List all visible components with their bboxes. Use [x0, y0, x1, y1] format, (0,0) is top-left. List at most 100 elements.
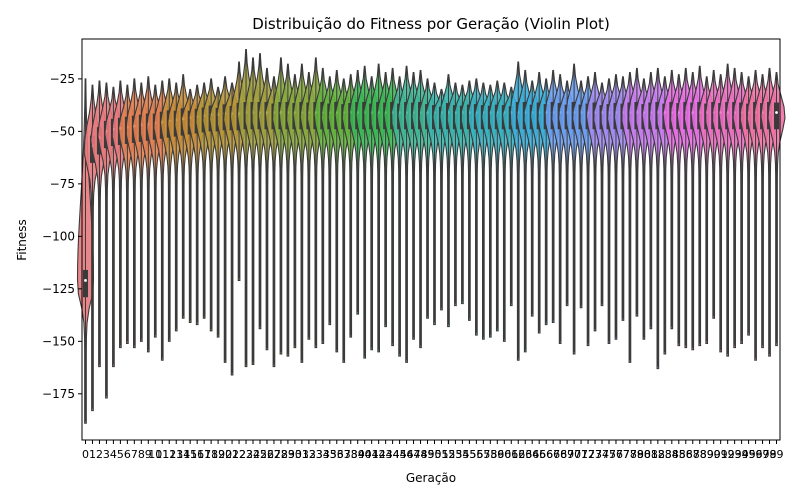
- x-tick-label: 69: [560, 448, 574, 461]
- x-tick-label: 43: [379, 448, 393, 461]
- x-tick-label: 93: [728, 448, 742, 461]
- x-tick-label: 56: [469, 448, 483, 461]
- x-tick-label: 4: [110, 448, 117, 461]
- x-tick-label: 60: [497, 448, 511, 461]
- x-tick-label: 55: [462, 448, 476, 461]
- x-tick-label: 36: [330, 448, 344, 461]
- x-tick-label: 2: [96, 448, 103, 461]
- x-tick-label: 37: [337, 448, 351, 461]
- x-tick-label: 22: [232, 448, 246, 461]
- x-tick-label: 21: [225, 448, 239, 461]
- x-tick-label: 6: [124, 448, 131, 461]
- x-tick-label: 19: [211, 448, 225, 461]
- x-tick-label: 13: [169, 448, 183, 461]
- x-tick-label: 38: [344, 448, 358, 461]
- x-axis-label: Geração: [406, 471, 456, 485]
- x-tick-label: 45: [393, 448, 407, 461]
- x-tick-label: 46: [400, 448, 414, 461]
- y-tick-label: −150: [42, 334, 75, 348]
- x-tick-label: 91: [714, 448, 728, 461]
- violin-box: [82, 269, 88, 298]
- x-tick-label: 53: [448, 448, 462, 461]
- x-tick-label: 3: [103, 448, 110, 461]
- x-tick-label: 64: [525, 448, 539, 461]
- x-tick-label: 65: [532, 448, 546, 461]
- x-tick-label: 85: [672, 448, 686, 461]
- x-tick-label: 51: [434, 448, 448, 461]
- x-tick-label: 58: [483, 448, 497, 461]
- x-tick-label: 87: [686, 448, 700, 461]
- x-tick-label: 25: [253, 448, 267, 461]
- x-tick-label: 67: [546, 448, 560, 461]
- x-tick-label: 81: [644, 448, 658, 461]
- x-tick-label: 99: [770, 448, 784, 461]
- x-tick-label: 83: [658, 448, 672, 461]
- x-tick-label: 78: [623, 448, 637, 461]
- x-tick-label: 29: [281, 448, 295, 461]
- y-axis-ticks: −175 −150 −125 −100 −75 −50 −25: [42, 72, 82, 401]
- x-tick-label: 42: [372, 448, 386, 461]
- x-tick-label: 82: [651, 448, 665, 461]
- x-tick-label: 94: [735, 448, 749, 461]
- x-tick-label: 62: [511, 448, 525, 461]
- x-tick-label: 11: [155, 448, 169, 461]
- y-tick-label: −100: [42, 229, 75, 243]
- x-tick-label: 1: [89, 448, 96, 461]
- x-tick-label: 66: [539, 448, 553, 461]
- x-tick-label: 23: [239, 448, 253, 461]
- x-tick-label: 28: [274, 448, 288, 461]
- y-tick-label: −175: [42, 387, 75, 401]
- chart-title: Distribuição do Fitness por Geração (Vio…: [252, 15, 610, 33]
- violin-median: [775, 111, 778, 114]
- x-tick-label: 71: [574, 448, 588, 461]
- x-tick-label: 26: [260, 448, 274, 461]
- x-tick-label: 17: [197, 448, 211, 461]
- x-tick-label: 90: [707, 448, 721, 461]
- x-tick-label: 57: [476, 448, 490, 461]
- x-tick-label: 33: [309, 448, 323, 461]
- x-tick-label: 54: [455, 448, 469, 461]
- x-tick-label: 27: [267, 448, 281, 461]
- x-tick-label: 98: [763, 448, 777, 461]
- violin-median: [84, 279, 87, 282]
- y-tick-label: −25: [50, 72, 75, 86]
- x-tick-label: 61: [504, 448, 518, 461]
- x-tick-label: 73: [588, 448, 602, 461]
- x-tick-label: 16: [190, 448, 204, 461]
- x-tick-label: 92: [721, 448, 735, 461]
- x-tick-label: 74: [595, 448, 609, 461]
- x-tick-label: 31: [295, 448, 309, 461]
- y-tick-label: −125: [42, 282, 75, 296]
- x-tick-label: 40: [358, 448, 372, 461]
- x-axis-ticks: 0 1 2 3 4 5 6 7 8 9101112131415161718192021222324…: [82, 440, 784, 461]
- x-tick-label: 9: [145, 448, 152, 461]
- x-tick-label: 32: [302, 448, 316, 461]
- x-tick-label: 77: [616, 448, 630, 461]
- x-tick-label: 0: [82, 448, 89, 461]
- y-tick-label: −75: [50, 177, 75, 191]
- x-tick-label: 84: [665, 448, 679, 461]
- x-tick-label: 79: [630, 448, 644, 461]
- x-tick-label: 59: [490, 448, 504, 461]
- x-tick-label: 96: [749, 448, 763, 461]
- x-tick-label: 8: [138, 448, 145, 461]
- x-tick-label: 72: [581, 448, 595, 461]
- x-tick-label: 76: [609, 448, 623, 461]
- x-tick-label: 97: [756, 448, 770, 461]
- x-tick-label: 18: [204, 448, 218, 461]
- x-tick-label: 49: [421, 448, 435, 461]
- y-tick-label: −50: [50, 124, 75, 138]
- x-tick-label: 63: [518, 448, 532, 461]
- x-tick-label: 35: [323, 448, 337, 461]
- x-tick-label: 5: [117, 448, 124, 461]
- x-tick-label: 24: [246, 448, 260, 461]
- x-tick-label: 10: [148, 448, 162, 461]
- x-tick-label: 95: [742, 448, 756, 461]
- x-tick-label: 88: [693, 448, 707, 461]
- y-axis-label: Fitness: [15, 219, 29, 261]
- x-tick-label: 12: [162, 448, 176, 461]
- x-tick-label: 48: [414, 448, 428, 461]
- x-tick-label: 86: [679, 448, 693, 461]
